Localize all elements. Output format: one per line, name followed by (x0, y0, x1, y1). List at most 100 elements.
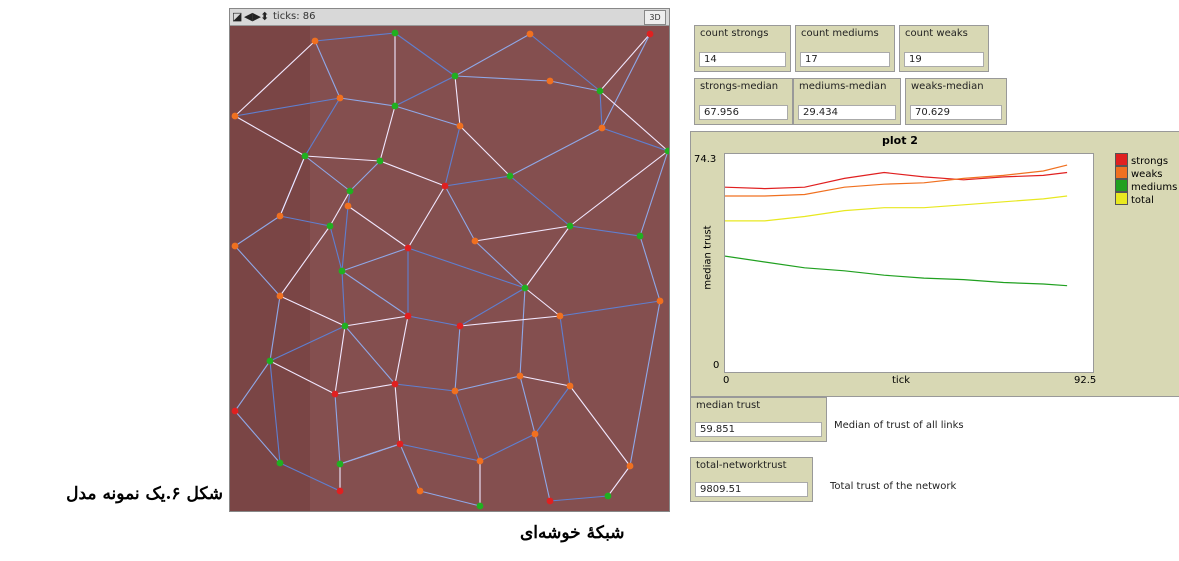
x-min-label: 0 (723, 375, 730, 386)
y-axis-label: median trust (702, 225, 714, 290)
network-link (269, 360, 336, 395)
network-link (234, 115, 306, 157)
network-link (394, 383, 401, 445)
legend-swatch (1115, 179, 1128, 192)
monitor-value: 59.851 (695, 422, 822, 437)
network-link (454, 75, 461, 127)
network-link (569, 150, 669, 227)
network-node (646, 30, 654, 38)
network-link (234, 215, 281, 247)
x-axis-label: tick (892, 375, 910, 386)
network-links (234, 32, 669, 507)
network-node (344, 202, 352, 210)
network-link (509, 175, 571, 227)
network-link (279, 295, 346, 327)
median-trust-note: Median of trust of all links (834, 420, 964, 431)
network-node (336, 94, 344, 102)
legend-label: mediums (1131, 182, 1178, 193)
network-link (459, 315, 561, 327)
network-link (334, 325, 346, 395)
network-link (394, 383, 456, 392)
network-link (454, 390, 481, 462)
monitor-count-strongs: count strongs 14 (694, 25, 791, 72)
legend-swatch (1115, 192, 1128, 205)
up-down-arrows-icon[interactable]: ⬍ (260, 10, 270, 23)
legend-item-strongs: strongs (1115, 153, 1177, 167)
network-link (407, 185, 446, 249)
zoom-icon[interactable]: ◪ (232, 10, 243, 23)
figure-caption: شکل ۶.یک نمونه مدل (66, 484, 223, 504)
world-view: ◪ ◀▶ ⬍ ticks: 86 3D (229, 8, 670, 512)
network-nodes (231, 29, 669, 510)
network-link (419, 490, 481, 507)
network-node (336, 487, 344, 495)
network-link (407, 247, 526, 289)
network-link (341, 270, 409, 317)
network-node (451, 72, 459, 80)
network-link (524, 287, 561, 317)
network-link (534, 385, 571, 435)
series-line-mediums (725, 255, 1068, 287)
network-link (279, 155, 306, 217)
figure-caption-line-2: شبکۀ خوشه‌ای (520, 523, 625, 543)
network-node (516, 372, 524, 380)
network-node (598, 124, 606, 132)
network-node (266, 357, 274, 365)
lighter-region (310, 26, 669, 511)
network-link (454, 33, 531, 77)
legend-swatch (1115, 153, 1128, 166)
network-link (519, 287, 526, 377)
world-toolbar: ◪ ◀▶ ⬍ ticks: 86 3D (230, 9, 669, 26)
network-node (596, 87, 604, 95)
network-node (604, 492, 612, 500)
network-link (559, 300, 661, 317)
network-link (399, 443, 421, 492)
total-networktrust-note: Total trust of the network (830, 481, 957, 492)
network-graph (231, 26, 669, 511)
monitor-value: 70.629 (910, 105, 1002, 120)
network-link (549, 495, 609, 502)
monitor-label: weaks-median (911, 81, 984, 92)
network-link (304, 155, 381, 162)
monitor-label: mediums-median (799, 81, 887, 92)
network-node (456, 322, 464, 330)
network-node (341, 322, 349, 330)
network-link (314, 40, 341, 99)
network-node (546, 497, 554, 505)
monitor-label: strongs-median (700, 81, 779, 92)
monitor-mediums-median: mediums-median 29.434 (793, 78, 901, 125)
network-node (391, 102, 399, 110)
series-line-weaks (725, 164, 1068, 197)
network-node (311, 37, 319, 45)
network-node (476, 502, 484, 510)
network-link (454, 375, 521, 392)
network-link (234, 40, 316, 117)
network-link (519, 375, 536, 435)
network-link (601, 33, 651, 129)
network-link (569, 225, 641, 237)
network-link (339, 443, 401, 465)
network-link (519, 375, 571, 387)
network-link (379, 105, 396, 162)
monitor-count-weaks: count weaks 19 (899, 25, 989, 72)
legend-item-weaks: weaks (1115, 166, 1177, 180)
monitor-label: total-networktrust (696, 460, 787, 471)
left-right-arrows-icon[interactable]: ◀▶ (244, 10, 261, 23)
series-line-strongs (725, 171, 1068, 190)
network-canvas[interactable] (230, 26, 669, 511)
network-link (394, 75, 456, 107)
network-node (636, 232, 644, 240)
network-link (304, 155, 351, 192)
monitor-value: 67.956 (699, 105, 788, 120)
network-link (234, 360, 271, 412)
network-link (399, 443, 481, 462)
network-node (526, 30, 534, 38)
network-node (396, 440, 404, 448)
network-link (394, 315, 409, 385)
network-link (234, 410, 281, 464)
plot-lines (725, 164, 1068, 287)
plot-2: plot 2 74.3 0 median trust 0 tick 92.5 s… (690, 131, 1179, 397)
network-link (529, 33, 601, 92)
network-link (234, 97, 341, 117)
3d-view-button[interactable]: 3D (644, 10, 666, 25)
